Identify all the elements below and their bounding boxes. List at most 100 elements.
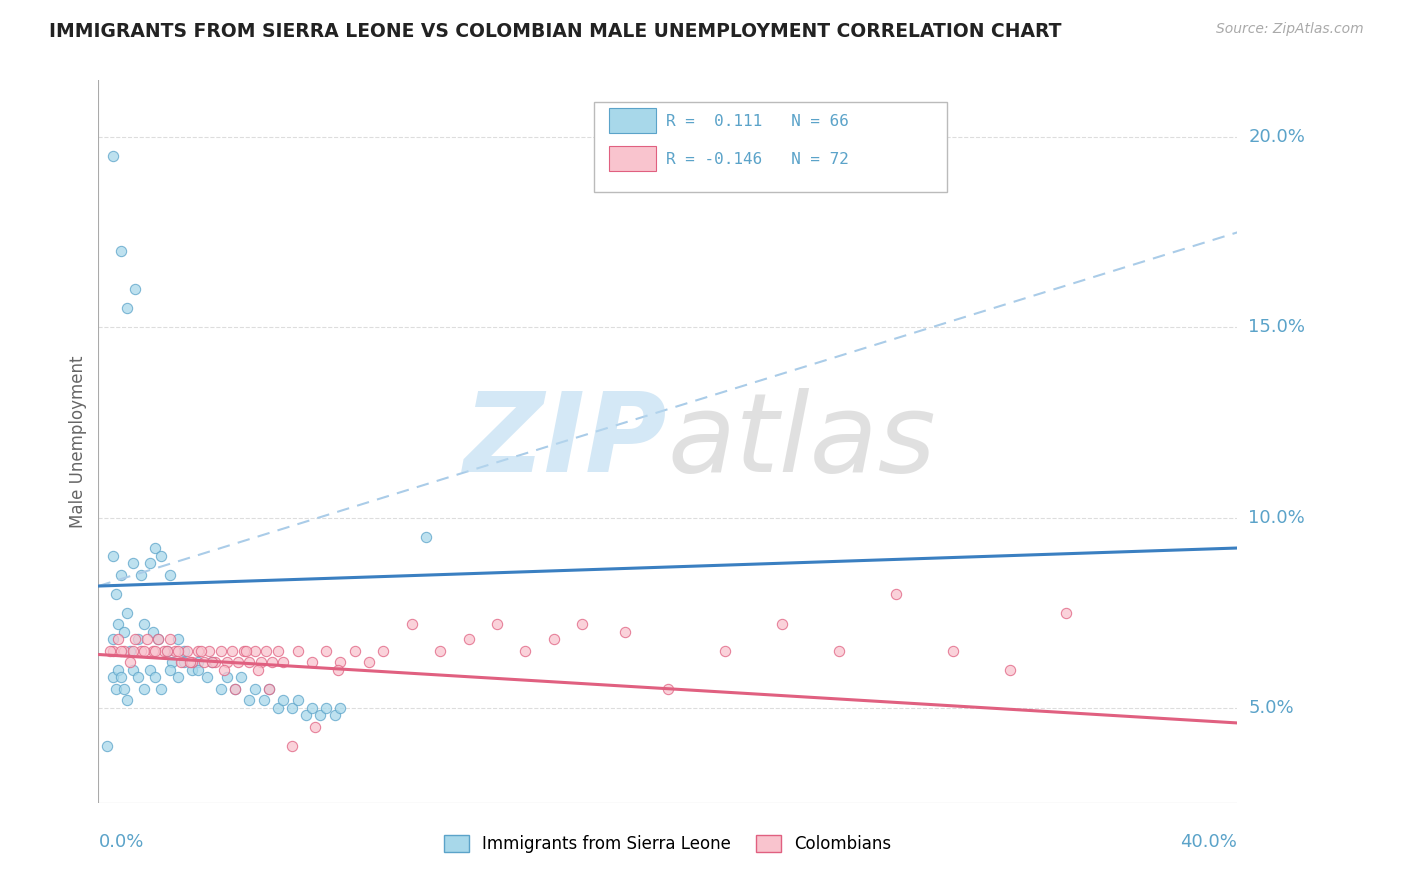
Point <box>262 655 284 669</box>
Point <box>259 681 281 696</box>
Point <box>159 632 181 647</box>
Point <box>150 549 173 563</box>
Point <box>201 655 224 669</box>
Point <box>159 663 181 677</box>
Point <box>304 720 326 734</box>
Point <box>187 655 209 669</box>
Text: 10.0%: 10.0% <box>1249 508 1305 526</box>
Point <box>101 643 124 657</box>
Point <box>145 643 167 657</box>
Point <box>127 670 149 684</box>
Point <box>243 681 266 696</box>
Legend: Immigrants from Sierra Leone, Colombians: Immigrants from Sierra Leone, Colombians <box>437 828 898 860</box>
Point <box>238 693 260 707</box>
Point <box>101 149 124 163</box>
Point <box>229 670 252 684</box>
Point <box>141 624 163 639</box>
Point <box>329 655 352 669</box>
Text: IMMIGRANTS FROM SIERRA LEONE VS COLOMBIAN MALE UNEMPLOYMENT CORRELATION CHART: IMMIGRANTS FROM SIERRA LEONE VS COLOMBIA… <box>49 22 1062 41</box>
Point <box>132 681 155 696</box>
Point <box>204 655 226 669</box>
Point <box>315 700 337 714</box>
Point <box>101 549 124 563</box>
Text: 40.0%: 40.0% <box>1181 833 1237 851</box>
Point <box>267 643 290 657</box>
Point <box>107 617 129 632</box>
Point <box>121 643 143 657</box>
Point <box>145 670 167 684</box>
Text: 5.0%: 5.0% <box>1249 698 1294 717</box>
Point <box>429 643 451 657</box>
Text: R = -0.146   N = 72: R = -0.146 N = 72 <box>665 152 848 167</box>
Point <box>1056 606 1078 620</box>
Text: atlas: atlas <box>668 388 936 495</box>
Point <box>187 643 209 657</box>
Point <box>162 655 184 669</box>
Point <box>118 655 141 669</box>
Point <box>98 643 121 657</box>
Point <box>543 632 565 647</box>
Point <box>138 663 160 677</box>
Point <box>281 739 304 753</box>
Point <box>273 655 295 669</box>
Point <box>232 643 254 657</box>
Point <box>101 632 124 647</box>
Point <box>107 663 129 677</box>
Point <box>215 655 238 669</box>
Point <box>167 643 190 657</box>
Point <box>198 643 221 657</box>
Point <box>373 643 395 657</box>
Point <box>224 681 246 696</box>
Point <box>181 663 204 677</box>
Point <box>96 739 118 753</box>
Point <box>148 632 170 647</box>
Point <box>246 663 269 677</box>
Point <box>343 643 366 657</box>
Point <box>153 643 176 657</box>
Text: 20.0%: 20.0% <box>1249 128 1305 146</box>
Point <box>181 655 204 669</box>
Point <box>110 567 132 582</box>
Point <box>132 617 155 632</box>
Point <box>486 617 509 632</box>
Point <box>129 643 152 657</box>
Point <box>828 643 851 657</box>
Point <box>224 681 246 696</box>
Point <box>201 655 224 669</box>
Point <box>212 663 235 677</box>
Point <box>173 655 195 669</box>
Point <box>315 643 337 657</box>
Point <box>770 617 793 632</box>
Point <box>267 700 290 714</box>
Point <box>167 632 190 647</box>
Point <box>259 681 281 696</box>
Point <box>571 617 593 632</box>
Point <box>309 708 332 723</box>
Point <box>287 643 309 657</box>
Point <box>301 655 323 669</box>
Point <box>101 670 124 684</box>
Point <box>221 643 243 657</box>
Point <box>124 282 146 296</box>
Point <box>150 681 173 696</box>
Point <box>104 681 127 696</box>
Point <box>112 624 135 639</box>
Point <box>254 643 277 657</box>
Point <box>115 693 138 707</box>
Point <box>287 693 309 707</box>
Point <box>243 643 266 657</box>
Point <box>135 632 157 647</box>
Point <box>124 632 146 647</box>
Point <box>884 587 907 601</box>
Point <box>209 681 232 696</box>
Point <box>209 643 232 657</box>
Point <box>121 556 143 570</box>
Point <box>148 632 170 647</box>
Point <box>118 643 141 657</box>
Point <box>112 681 135 696</box>
Point <box>190 643 212 657</box>
Point <box>159 567 181 582</box>
Text: 15.0%: 15.0% <box>1249 318 1305 336</box>
Point <box>273 693 295 707</box>
Point <box>238 655 260 669</box>
